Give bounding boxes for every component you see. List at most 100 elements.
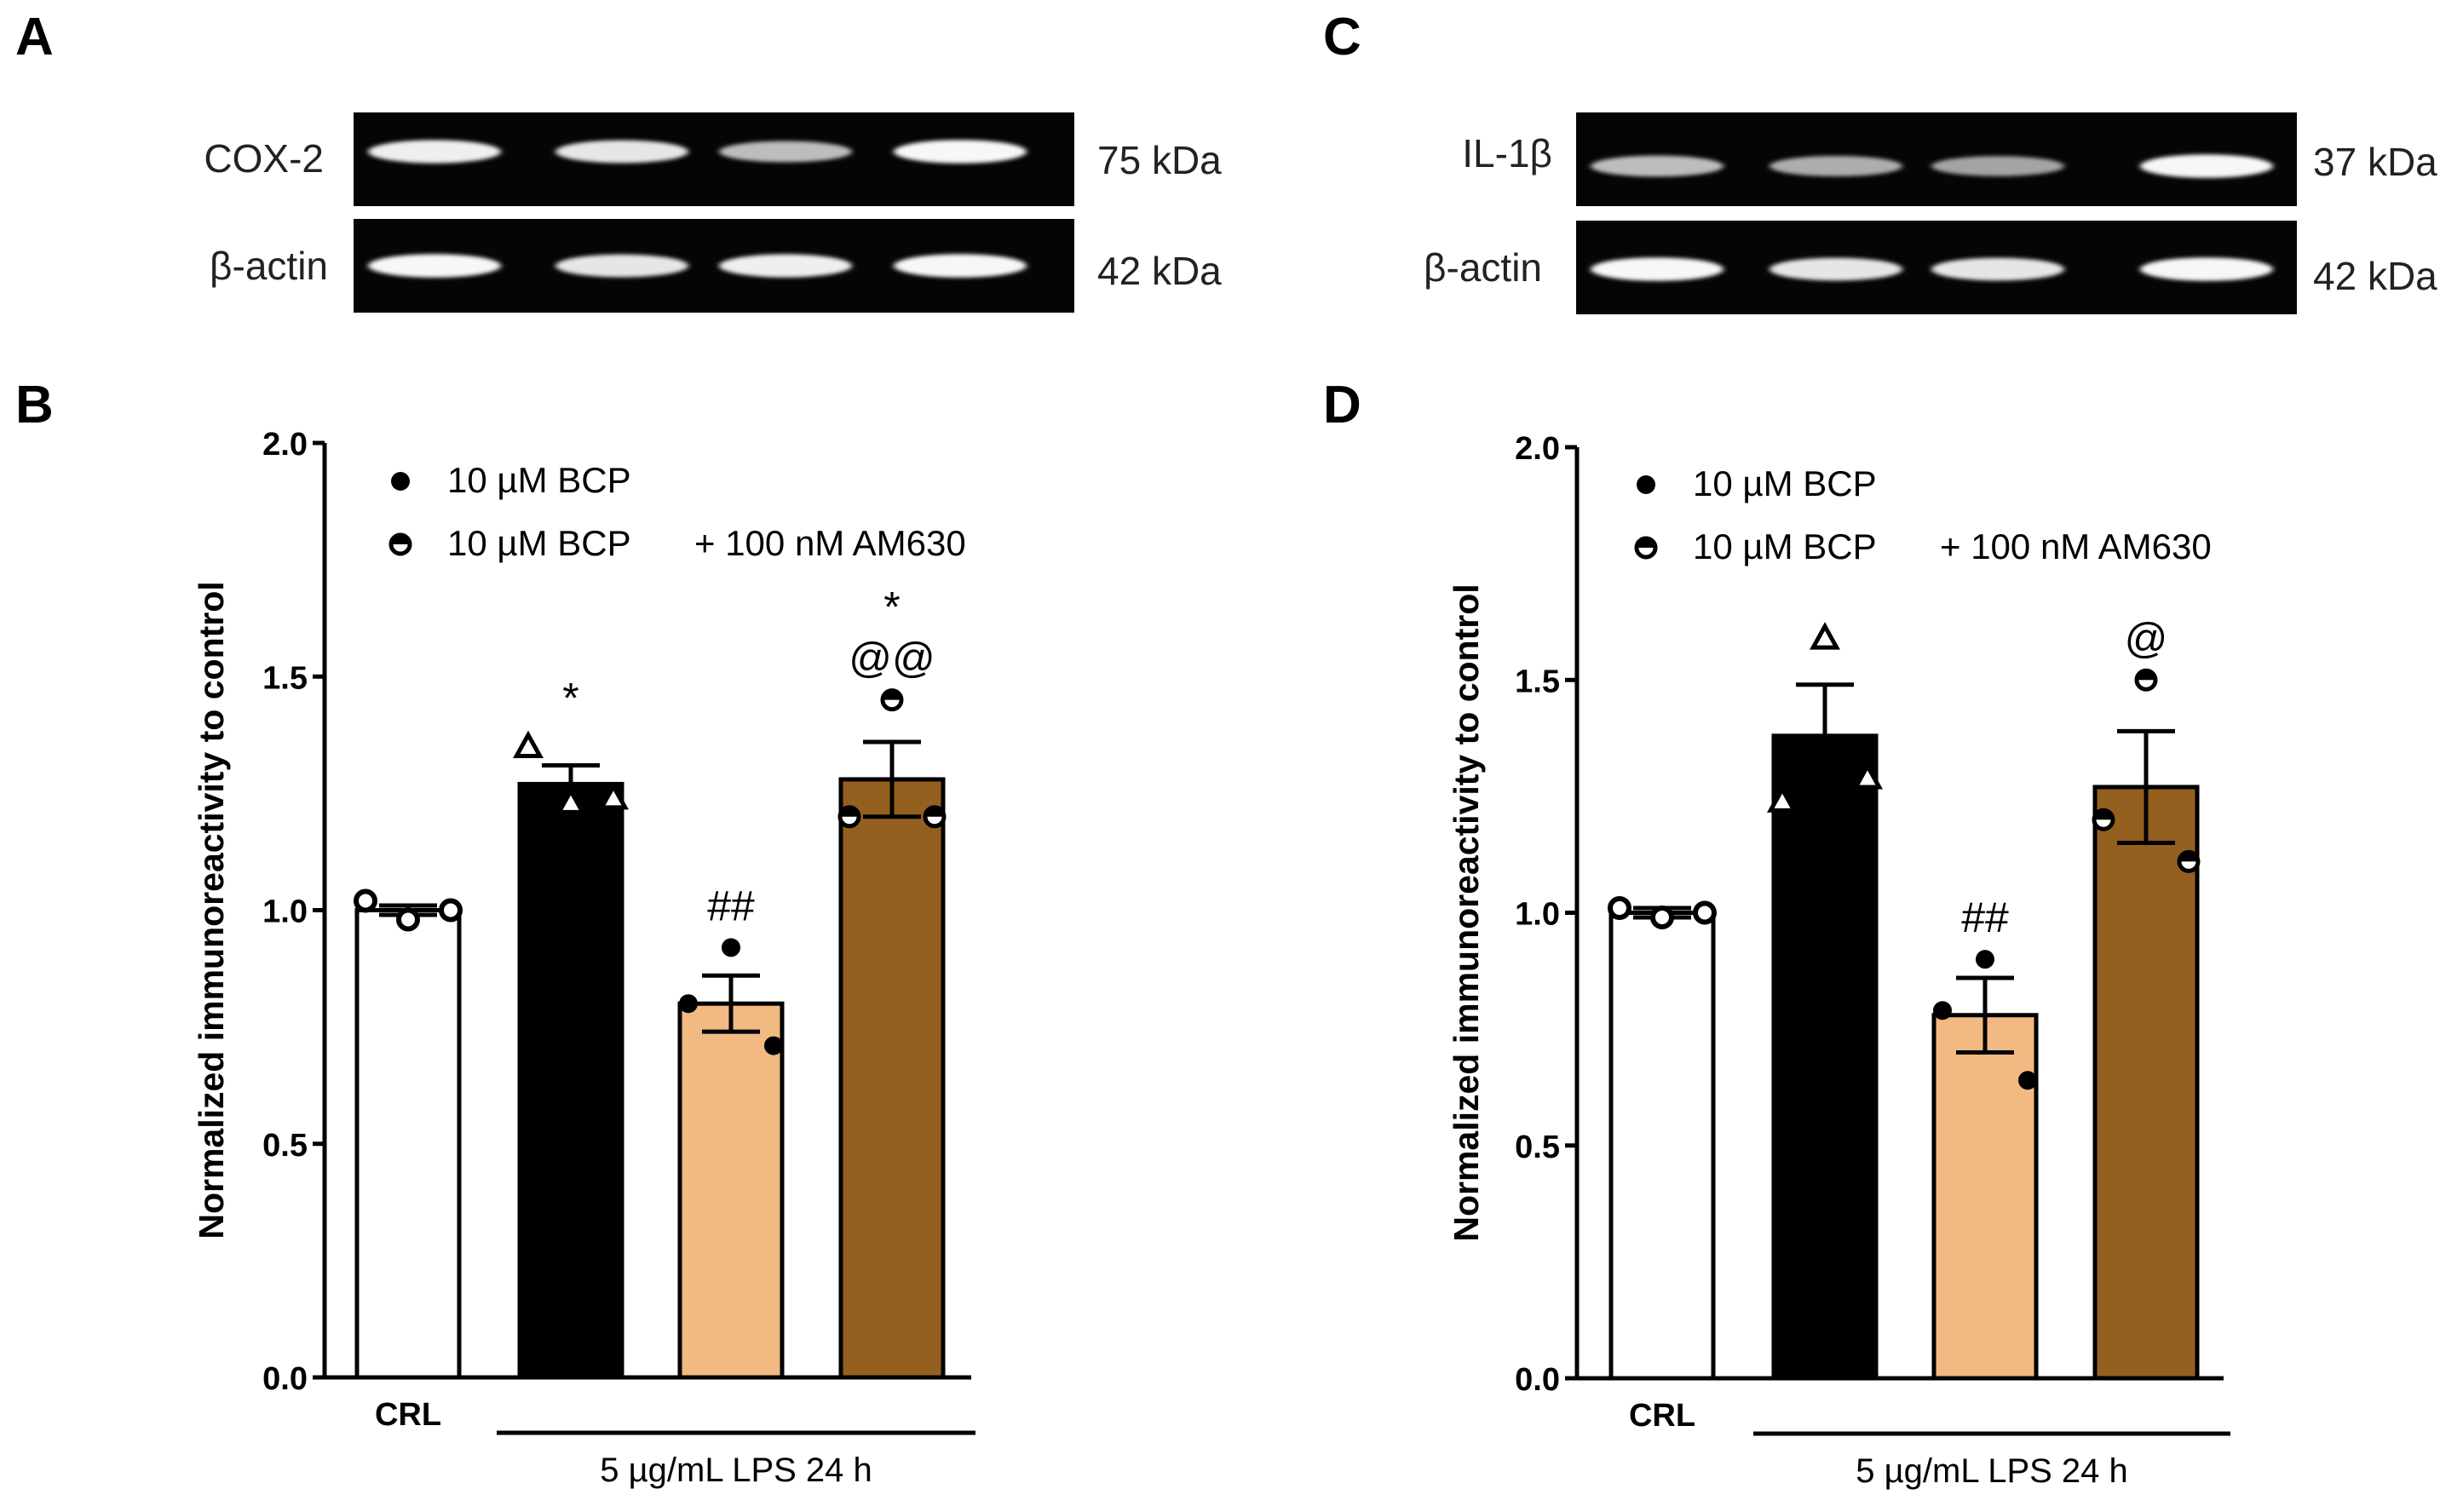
data-point-4-1 <box>2134 668 2158 692</box>
data-point-3-2 <box>1933 1001 1952 1020</box>
blot-c-row2-size: 42 kDa <box>2313 254 2437 298</box>
bar-2 <box>1771 733 1879 1381</box>
x-label-treatment: 5 µg/mL LPS 24 h <box>600 1452 872 1489</box>
chart-b: 0.0 0.5 1.0 1.5 2.0 Normalized immunoreactivi… <box>192 427 975 1489</box>
blot-a-row2-band-2 <box>555 254 688 278</box>
panel-letter-a: A <box>15 8 54 66</box>
blot-a-row2-band-1 <box>368 254 501 278</box>
y-tick-label: 1.5 <box>262 660 308 696</box>
bar-3 <box>1931 1013 2039 1381</box>
half-circle-fill <box>2179 852 2198 862</box>
y-tick-label: 0.0 <box>262 1361 308 1397</box>
y-tick-label: 0.0 <box>1515 1362 1560 1398</box>
half-circle-fill <box>840 807 859 817</box>
blot-a-row1-band-1 <box>368 140 501 164</box>
blot-c-row2-band-1 <box>1591 257 1724 281</box>
x-label-treatment: 5 µg/mL LPS 24 h <box>1856 1452 2128 1490</box>
data-point-1-3 <box>1693 900 1717 925</box>
bar-1 <box>354 908 462 1380</box>
panel-a: A COX-2 β-actin 75 kDa 42 kDa <box>15 8 1222 313</box>
bar-4 <box>2092 785 2200 1381</box>
data-point-1-2 <box>354 888 377 913</box>
bar-3 <box>677 1001 785 1380</box>
legend-label-am630: + 100 nM AM630 <box>1940 526 2212 566</box>
bar-2 <box>517 781 624 1380</box>
significance-label-3: ## <box>707 882 755 929</box>
legend-label-am630: + 100 nM AM630 <box>694 523 966 563</box>
half-circle-fill <box>2094 810 2113 820</box>
significance-label-4: * <box>883 584 900 631</box>
legend-label-bcp-am630: 10 µM BCP <box>1693 526 1877 566</box>
blot-a-row2-band-3 <box>719 254 852 278</box>
half-circle-fill <box>391 535 410 544</box>
data-point-1-2 <box>1608 896 1631 921</box>
y-tick-label: 1.0 <box>262 894 308 930</box>
blot-c-row1-band-3 <box>1931 156 2064 176</box>
legend-label-bcp-am630: 10 µM BCP <box>447 523 631 563</box>
data-point-3-3 <box>2018 1071 2037 1090</box>
blot-c-row1-bands <box>1591 154 2273 178</box>
panel-d: D 0.0 0.5 1.0 1.5 2.0 Normalized immunoreacti… <box>1323 376 2230 1490</box>
y-tick-label: 0.5 <box>262 1128 308 1164</box>
blot-c-row1-band-4 <box>2140 154 2273 178</box>
blot-a-row2-bands <box>368 254 1027 278</box>
significance-label-4: @ <box>2125 614 2168 662</box>
significance-label-2: * <box>562 675 578 722</box>
significance-label-4: @@ <box>849 635 935 682</box>
bar-4 <box>838 777 946 1380</box>
data-point-4-2 <box>837 805 861 829</box>
blot-c-row2-bands <box>1591 257 2273 281</box>
blot-a-row1-size: 75 kDa <box>1097 138 1222 182</box>
blot-a-row1-band-4 <box>894 140 1027 164</box>
data-point-4-1 <box>880 688 904 712</box>
legend-marker-bcp-am630 <box>1634 536 1658 560</box>
panel-b: B 0.0 0.5 1.0 1.5 2.0 Normalized immunoreacti… <box>15 376 975 1489</box>
blot-c-row1-band-1 <box>1591 155 1724 177</box>
legend-marker-bcp <box>391 472 410 491</box>
data-point-4-2 <box>2092 808 2115 831</box>
legend-label-bcp: 10 µM BCP <box>447 460 631 500</box>
y-tick-label: 0.5 <box>1515 1130 1560 1165</box>
data-point-2-2 <box>1767 785 1798 813</box>
data-point-1-3 <box>439 898 463 923</box>
blot-a-row1-bands <box>368 140 1027 164</box>
data-point-1-1 <box>396 907 420 932</box>
panel-letter-b: B <box>15 376 54 434</box>
data-point-2-1 <box>555 786 586 814</box>
data-point-2-1 <box>1810 622 1840 650</box>
blot-a-row2-label: β-actin <box>210 244 328 288</box>
data-point-3-2 <box>679 994 698 1014</box>
data-point-3-1 <box>722 938 740 957</box>
data-point-1-1 <box>1650 905 1674 929</box>
half-circle-fill <box>1637 538 1655 548</box>
legend-label-bcp: 10 µM BCP <box>1693 463 1877 503</box>
bar-1 <box>1608 911 1716 1381</box>
x-label-crl: CRL <box>375 1397 441 1433</box>
panel-letter-d: D <box>1323 376 1361 434</box>
y-tick-label: 2.0 <box>1515 431 1560 467</box>
data-point-4-3 <box>923 805 947 829</box>
y-axis-label: Normalized immunoreactivity to control <box>192 581 231 1239</box>
blot-a-row1-label: COX-2 <box>204 136 324 181</box>
x-label-crl: CRL <box>1629 1398 1695 1434</box>
blot-c-row1-size: 37 kDa <box>2313 140 2437 184</box>
data-point-4-3 <box>2177 849 2201 873</box>
blot-c-row2-label: β-actin <box>1424 245 1542 290</box>
y-axis-label: Normalized immunoreactivity to control <box>1447 584 1486 1241</box>
y-tick-label: 1.5 <box>1515 664 1560 699</box>
blot-a-row1-band-2 <box>555 140 688 164</box>
y-tick-label: 2.0 <box>262 427 308 463</box>
significance-label-3: ## <box>1961 894 2009 941</box>
legend-marker-bcp-am630 <box>388 532 412 556</box>
blot-c-row2-band-4 <box>2140 257 2273 281</box>
chart-d: 0.0 0.5 1.0 1.5 2.0 Normalized immunoreactivi… <box>1447 431 2230 1490</box>
blot-c-row1-label: IL-1β <box>1462 131 1552 175</box>
blot-c-row2-band-2 <box>1770 257 1902 281</box>
data-point-3-3 <box>764 1036 783 1055</box>
blot-a-row2-size: 42 kDa <box>1097 249 1222 293</box>
blot-a-row1-band-3 <box>719 141 852 163</box>
half-circle-fill <box>925 807 944 817</box>
blot-a-row2-band-4 <box>894 254 1027 278</box>
panel-letter-c: C <box>1323 8 1361 66</box>
